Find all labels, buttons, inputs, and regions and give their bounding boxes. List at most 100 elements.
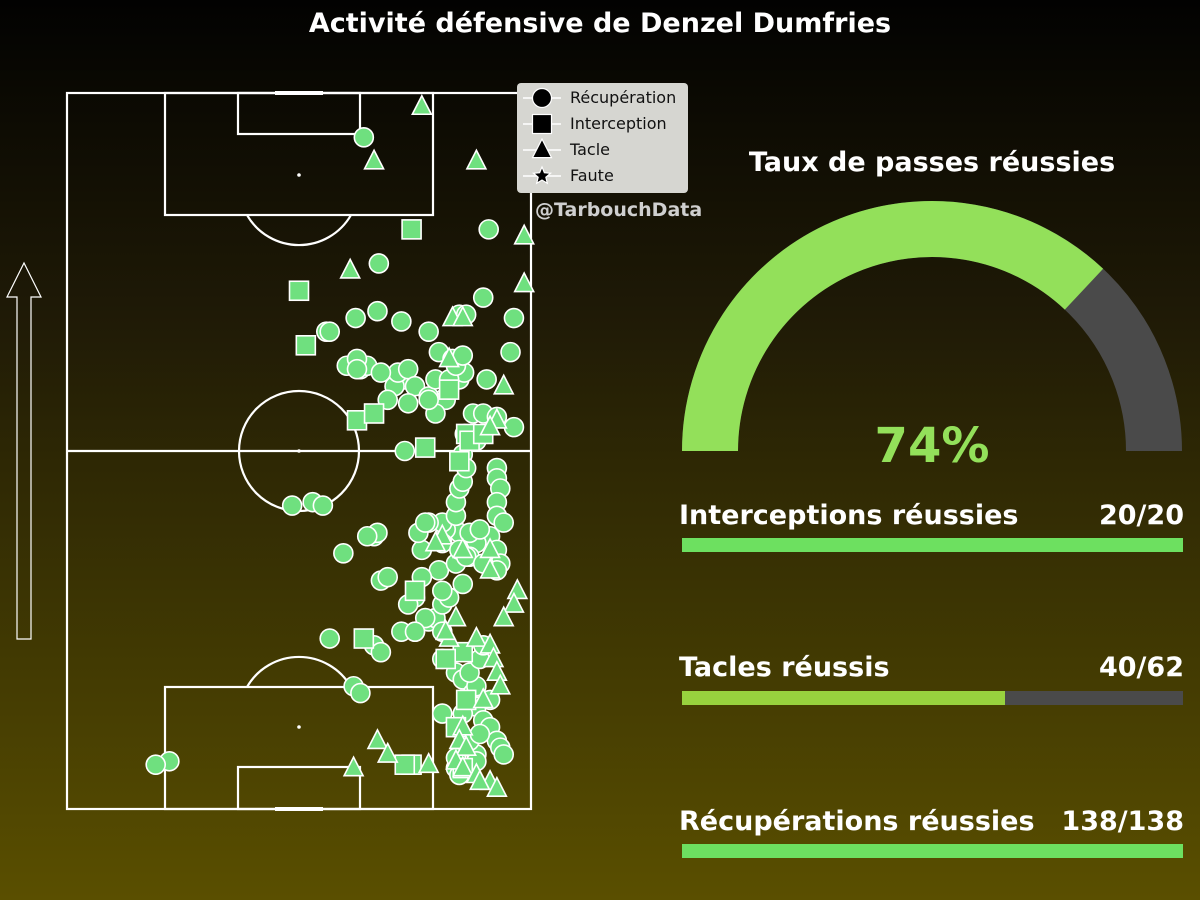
circle-marker-129 [394, 440, 416, 462]
legend-item-square: Interception [517, 111, 688, 137]
circle-marker-118 [312, 495, 334, 516]
watermark: @TarbouchData [535, 199, 703, 221]
circle-marker-35 [493, 512, 515, 533]
circle-marker-93 [319, 628, 341, 649]
circle-marker-68 [414, 607, 436, 629]
triangle-marker-33 [486, 775, 508, 797]
square-marker-7 [449, 450, 470, 472]
legend-label-circle: Récupération [570, 88, 677, 107]
triangle-marker-3 [513, 223, 535, 245]
circle-marker-51 [350, 682, 371, 704]
triangle-marker-8 [438, 346, 460, 368]
stat-recoveries-value: 138/138 [1061, 806, 1184, 837]
circle-marker-79 [493, 744, 515, 765]
triangle-icon [523, 137, 561, 159]
square-marker-12 [435, 648, 457, 670]
triangle-marker-35 [376, 741, 399, 763]
circle-marker-99 [377, 566, 399, 588]
triangle-marker-24 [489, 673, 512, 695]
triangle-marker-26 [451, 714, 474, 736]
triangle-marker-7 [451, 305, 474, 327]
circle-marker-119 [356, 525, 378, 547]
circle-marker-131 [418, 389, 439, 411]
circle-marker-1 [145, 754, 167, 775]
circle-icon [523, 87, 561, 109]
circle-marker-5 [345, 307, 366, 329]
legend-label-square: Interception [570, 114, 667, 133]
square-marker-8 [414, 437, 436, 458]
square-marker-9 [404, 580, 426, 602]
bottom-penalty-arc [246, 655, 352, 688]
pitch-plot [6, 93, 535, 797]
circle-marker-60 [452, 573, 474, 595]
triangle-marker-16 [492, 605, 515, 627]
bottom-penalty-spot [297, 725, 301, 729]
triangle-marker-20 [445, 605, 467, 627]
triangle-marker-22 [482, 646, 505, 668]
circle-marker-61 [431, 580, 453, 602]
triangle-marker-36 [342, 755, 365, 777]
circle-marker-94 [404, 621, 426, 643]
triangle-marker-28 [455, 734, 477, 757]
stat-interceptions-bar-track [682, 538, 1183, 552]
circle-marker-20 [418, 321, 439, 342]
circle-marker-24 [503, 307, 525, 329]
square-marker-10 [353, 628, 375, 649]
circle-marker-2 [353, 127, 375, 148]
circle-marker-26 [476, 369, 497, 390]
square-marker-16 [394, 754, 416, 775]
circle-marker-127 [370, 362, 392, 383]
stat-recoveries-bar-track [682, 844, 1183, 858]
gauge-fill [682, 201, 1104, 452]
triangle-marker-34 [366, 728, 389, 750]
stat-interceptions-value: 20/20 [1098, 500, 1184, 531]
chart-title: Activité défensive de Denzel Dumfries [308, 8, 892, 39]
triangle-marker-18 [465, 625, 488, 647]
square-marker-1 [288, 280, 310, 302]
circle-marker-116 [333, 542, 354, 564]
circle-marker-121 [319, 321, 341, 342]
triangle-marker-2 [465, 148, 488, 170]
legend: Récupération Interception Tacle Faute [517, 83, 688, 193]
triangle-marker-9 [492, 373, 515, 395]
triangle-marker-12 [451, 537, 474, 559]
triangle-marker-15 [503, 591, 525, 613]
stat-tackles-bar-track [682, 691, 1183, 705]
triangle-marker-38 [469, 769, 491, 791]
triangle-marker-14 [506, 578, 529, 600]
square-marker-13 [455, 689, 477, 711]
circle-marker-130 [397, 392, 419, 414]
circle-marker-23 [472, 287, 494, 308]
square-icon [523, 113, 561, 135]
square-marker-18 [438, 379, 460, 400]
stat-interceptions-label: Interceptions réussies [679, 500, 1019, 531]
legend-item-circle: Récupération [517, 85, 688, 111]
circle-marker-115 [414, 512, 436, 533]
triangle-marker-19 [479, 632, 501, 654]
top-penalty-arc [246, 214, 352, 247]
event-markers [145, 93, 535, 797]
stat-recoveries-bar-fill [682, 844, 1183, 858]
triangle-marker-21 [434, 619, 457, 641]
square-marker-0 [401, 219, 422, 240]
triangle-marker-11 [424, 530, 447, 552]
triangle-marker-13 [479, 557, 501, 579]
stat-recoveries-label: Récupérations réussies [679, 806, 1035, 837]
circle-marker-25 [500, 341, 521, 363]
attack-direction-arrow-icon [6, 261, 42, 640]
triangle-marker-4 [339, 257, 361, 279]
legend-label-triangle: Tacle [570, 140, 611, 159]
circle-marker-6 [391, 311, 412, 332]
triangle-marker-5 [513, 271, 535, 293]
circle-marker-120 [367, 300, 388, 322]
top-penalty-spot [297, 173, 301, 177]
square-marker-2 [295, 335, 317, 356]
stat-tackles-label: Tacles réussis [679, 652, 890, 683]
stat-tackles-value: 40/62 [1098, 652, 1184, 683]
triangle-marker-39 [479, 537, 501, 559]
triangle-marker-30 [451, 755, 474, 777]
circle-marker-112 [281, 495, 303, 516]
legend-item-triangle: Tacle [517, 137, 688, 163]
circle-marker-103 [469, 519, 491, 540]
